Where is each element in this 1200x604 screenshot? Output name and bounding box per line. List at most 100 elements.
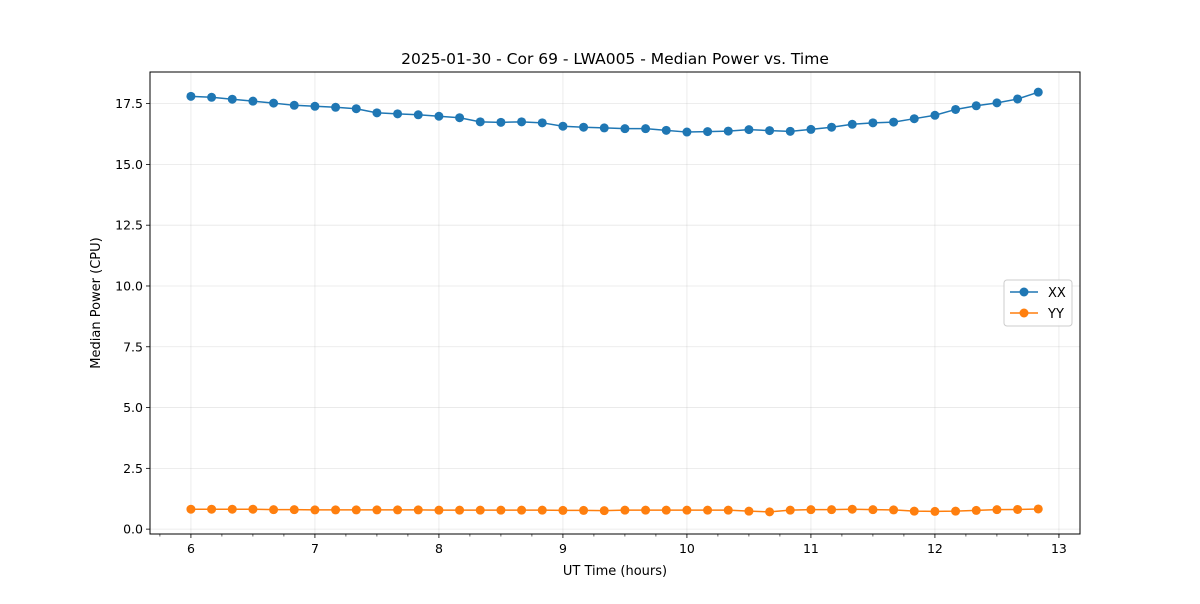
data-point-yy-36 bbox=[930, 506, 940, 516]
data-point-xx-30 bbox=[806, 124, 816, 134]
data-point-xx-27 bbox=[744, 125, 754, 135]
data-point-yy-32 bbox=[847, 504, 857, 514]
data-point-xx-16 bbox=[517, 117, 527, 127]
data-point-yy-31 bbox=[827, 505, 837, 515]
data-point-yy-22 bbox=[641, 505, 651, 515]
y-tick-label-4: 10.0 bbox=[115, 278, 143, 293]
data-point-xx-24 bbox=[682, 127, 692, 137]
data-point-xx-10 bbox=[393, 109, 403, 119]
data-point-yy-5 bbox=[289, 505, 299, 515]
x-tick-label-7: 13 bbox=[1051, 541, 1067, 556]
grid-lines bbox=[150, 72, 1080, 534]
data-point-yy-18 bbox=[558, 505, 568, 515]
data-point-xx-15 bbox=[496, 117, 506, 127]
data-point-xx-9 bbox=[372, 108, 382, 118]
x-tick-label-3: 9 bbox=[559, 541, 567, 556]
data-point-yy-14 bbox=[475, 505, 485, 515]
data-point-yy-38 bbox=[971, 505, 981, 515]
series-yy bbox=[186, 504, 1043, 517]
data-point-xx-6 bbox=[310, 101, 320, 111]
data-point-yy-4 bbox=[269, 505, 279, 515]
series-xx bbox=[186, 87, 1043, 137]
y-tick-label-1: 2.5 bbox=[123, 461, 143, 476]
x-tick-label-6: 12 bbox=[927, 541, 943, 556]
data-point-xx-33 bbox=[868, 118, 878, 128]
data-point-yy-10 bbox=[393, 505, 403, 515]
data-point-xx-21 bbox=[620, 124, 630, 134]
data-point-yy-6 bbox=[310, 505, 320, 515]
x-tick-label-5: 11 bbox=[803, 541, 819, 556]
data-point-xx-22 bbox=[641, 124, 651, 134]
data-point-yy-0 bbox=[186, 504, 196, 514]
data-point-xx-37 bbox=[951, 104, 961, 114]
data-point-yy-13 bbox=[455, 505, 465, 515]
data-point-xx-32 bbox=[847, 119, 857, 129]
data-point-yy-37 bbox=[951, 506, 961, 516]
data-point-yy-33 bbox=[868, 505, 878, 515]
data-point-yy-16 bbox=[517, 505, 527, 515]
data-point-xx-18 bbox=[558, 121, 568, 131]
data-point-yy-23 bbox=[661, 505, 671, 515]
data-point-xx-7 bbox=[331, 102, 341, 112]
data-point-xx-2 bbox=[227, 94, 237, 104]
data-point-xx-28 bbox=[765, 126, 775, 136]
data-point-xx-25 bbox=[703, 127, 713, 137]
data-point-xx-4 bbox=[269, 98, 279, 108]
x-tick-label-4: 10 bbox=[679, 541, 695, 556]
data-point-yy-9 bbox=[372, 505, 382, 515]
data-point-xx-20 bbox=[599, 123, 609, 133]
y-tick-label-0: 0.0 bbox=[123, 522, 143, 537]
data-point-yy-11 bbox=[413, 505, 423, 515]
data-point-xx-36 bbox=[930, 110, 940, 120]
data-point-yy-29 bbox=[785, 505, 795, 515]
legend: XX YY bbox=[1003, 279, 1073, 327]
x-axis-ticks: 6 7 8 9 10 11 12 13 bbox=[159, 534, 1067, 556]
data-point-yy-21 bbox=[620, 505, 630, 515]
plot-area bbox=[150, 72, 1080, 534]
y-tick-label-5: 12.5 bbox=[115, 218, 143, 233]
x-tick-label-2: 8 bbox=[435, 541, 443, 556]
plot-frame bbox=[149, 71, 1081, 535]
data-point-xx-3 bbox=[248, 96, 258, 106]
data-point-xx-12 bbox=[434, 111, 444, 121]
y-axis-ticks: 0.0 2.5 5.0 7.5 10.0 12.5 15.0 17.5 bbox=[115, 96, 150, 537]
data-point-yy-20 bbox=[599, 506, 609, 516]
data-point-xx-19 bbox=[579, 122, 589, 132]
data-point-yy-3 bbox=[248, 504, 258, 514]
data-point-xx-38 bbox=[971, 101, 981, 111]
data-point-yy-15 bbox=[496, 505, 506, 515]
data-point-yy-24 bbox=[682, 505, 692, 515]
data-point-xx-8 bbox=[351, 104, 361, 114]
data-point-yy-27 bbox=[744, 506, 754, 516]
data-point-xx-14 bbox=[475, 117, 485, 127]
data-point-yy-26 bbox=[723, 505, 733, 515]
data-point-yy-12 bbox=[434, 505, 444, 515]
data-point-yy-39 bbox=[992, 505, 1002, 515]
x-tick-label-1: 7 bbox=[311, 541, 319, 556]
y-tick-label-3: 7.5 bbox=[123, 339, 143, 354]
data-point-yy-41 bbox=[1033, 504, 1043, 514]
data-point-xx-40 bbox=[1013, 94, 1023, 104]
data-point-xx-35 bbox=[909, 114, 919, 124]
data-point-xx-17 bbox=[537, 118, 547, 128]
data-point-xx-39 bbox=[992, 98, 1002, 108]
data-point-xx-41 bbox=[1033, 87, 1043, 97]
data-point-xx-29 bbox=[785, 126, 795, 136]
legend-marker-yy bbox=[1019, 308, 1029, 318]
y-axis-label: Median Power (CPU) bbox=[89, 237, 104, 368]
data-point-yy-2 bbox=[227, 504, 237, 514]
data-point-yy-8 bbox=[351, 505, 361, 515]
data-point-xx-1 bbox=[207, 92, 217, 102]
x-axis-label: UT Time (hours) bbox=[563, 564, 667, 579]
y-tick-label-7: 17.5 bbox=[115, 96, 143, 111]
data-point-xx-0 bbox=[186, 91, 196, 101]
data-point-yy-30 bbox=[806, 505, 816, 515]
data-point-xx-23 bbox=[661, 125, 671, 135]
series-group bbox=[186, 87, 1043, 517]
y-tick-label-2: 5.0 bbox=[123, 400, 143, 415]
data-point-xx-5 bbox=[289, 100, 299, 110]
y-tick-label-6: 15.0 bbox=[115, 157, 143, 172]
data-point-yy-1 bbox=[207, 504, 217, 514]
